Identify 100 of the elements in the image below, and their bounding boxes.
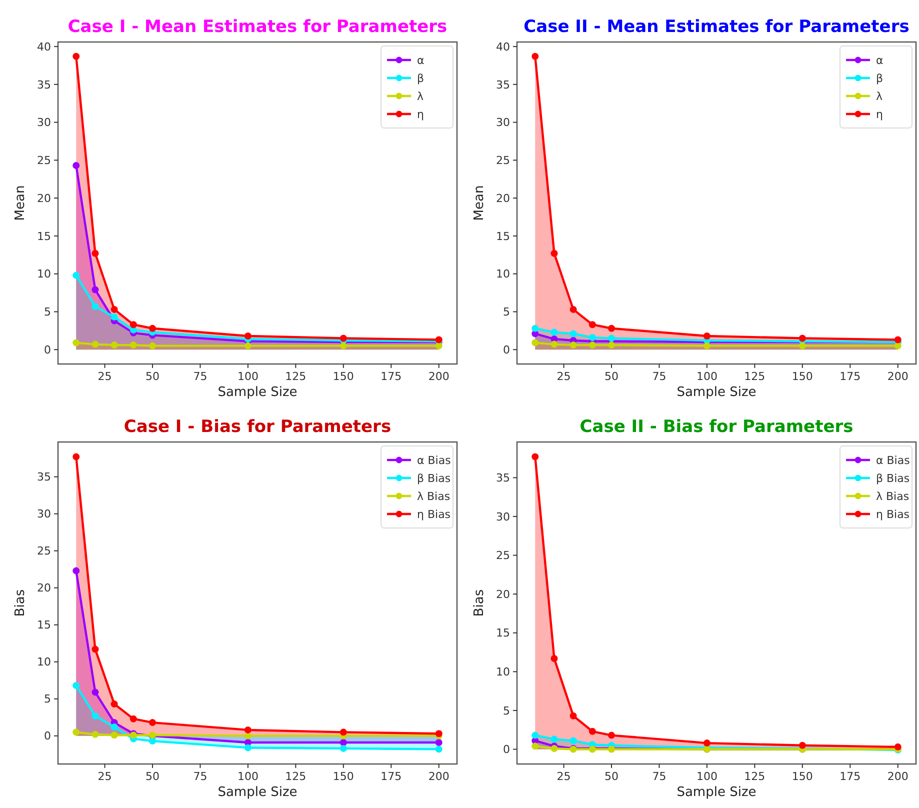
y-tick-label: 35 xyxy=(496,78,510,92)
point xyxy=(72,52,80,60)
x-tick-label: 150 xyxy=(792,770,813,783)
y-tick-label: 10 xyxy=(37,268,51,281)
point xyxy=(570,342,577,349)
y-tick-label: 10 xyxy=(496,268,510,281)
x-tick-label: 175 xyxy=(380,370,402,383)
legend-label: η Bias xyxy=(417,508,451,521)
point xyxy=(110,723,118,730)
y-tick-label: 30 xyxy=(496,116,510,130)
x-tick-label: 200 xyxy=(887,370,908,383)
point xyxy=(244,732,252,740)
point xyxy=(72,567,80,574)
point xyxy=(532,742,539,750)
point xyxy=(340,342,347,350)
point xyxy=(703,342,710,350)
y-tick-label: 30 xyxy=(496,510,510,524)
chart-title: Case I - Mean Estimates for Parameters xyxy=(68,17,448,37)
y-axis-title: Mean xyxy=(472,185,487,221)
y-tick-label: 10 xyxy=(496,666,510,679)
point xyxy=(570,712,577,720)
y-tick-label: 20 xyxy=(496,588,510,601)
point xyxy=(340,739,347,746)
y-tick-label: 5 xyxy=(44,692,51,706)
y-axis-title: Bias xyxy=(13,589,28,617)
x-tick-label: 25 xyxy=(98,770,112,783)
legend-label: λ Bias xyxy=(417,490,450,503)
x-tick-label: 75 xyxy=(193,770,208,783)
point xyxy=(72,339,80,346)
point xyxy=(570,737,577,744)
x-tick-label: 25 xyxy=(556,370,571,383)
chart-title: Case II - Bias for Parameters xyxy=(580,417,854,437)
y-tick-label: 5 xyxy=(503,704,510,718)
point xyxy=(244,726,252,734)
x-tick-label: 100 xyxy=(237,370,258,383)
legend-label: β xyxy=(417,72,424,85)
y-tick-label: 15 xyxy=(37,618,51,632)
point xyxy=(435,342,442,350)
x-tick-label: 100 xyxy=(237,770,258,783)
point xyxy=(340,744,347,752)
legend-label: β Bias xyxy=(876,472,910,485)
chart-title: Case II - Mean Estimates for Parameters xyxy=(524,17,910,37)
legend-label: λ xyxy=(876,90,883,103)
x-tick-label: 150 xyxy=(332,370,354,383)
x-axis-title: Sample Size xyxy=(218,385,298,400)
x-tick-label: 175 xyxy=(840,770,861,783)
point xyxy=(244,744,252,752)
x-tick-label: 50 xyxy=(604,370,618,383)
x-tick-label: 50 xyxy=(604,770,618,783)
x-tick-label: 150 xyxy=(792,370,813,383)
y-tick-label: 20 xyxy=(37,192,51,205)
point xyxy=(149,738,156,745)
x-tick-label: 75 xyxy=(652,770,666,783)
x-tick-label: 50 xyxy=(146,770,160,783)
y-tick-label: 0 xyxy=(44,730,51,743)
legend-label: η xyxy=(876,108,883,121)
x-tick-label: 200 xyxy=(887,770,908,783)
y-tick-label: 10 xyxy=(37,656,51,669)
y-tick-label: 35 xyxy=(496,472,510,485)
point xyxy=(110,342,118,349)
x-tick-label: 125 xyxy=(285,770,306,783)
y-tick-label: 30 xyxy=(37,508,51,521)
y-axis-title: Mean xyxy=(13,185,28,221)
point xyxy=(550,736,558,743)
point xyxy=(130,342,137,349)
point xyxy=(72,453,80,460)
legend-label: α xyxy=(876,54,884,67)
x-axis-title: Sample Size xyxy=(676,385,756,400)
point xyxy=(703,332,710,340)
point xyxy=(92,646,99,653)
point xyxy=(149,324,156,332)
point xyxy=(110,700,118,708)
point xyxy=(532,339,539,346)
point xyxy=(798,342,806,350)
point xyxy=(110,314,118,321)
point xyxy=(550,250,558,257)
point xyxy=(340,334,347,342)
point xyxy=(894,743,902,750)
chart-title: Case I - Bias for Parameters xyxy=(124,417,392,437)
point xyxy=(798,334,806,342)
point xyxy=(435,739,442,746)
y-tick-label: 25 xyxy=(37,544,51,558)
y-tick-label: 25 xyxy=(37,154,51,168)
y-tick-label: 0 xyxy=(503,343,510,356)
legend-label: η xyxy=(417,108,424,121)
x-axis-title: Sample Size xyxy=(218,785,298,800)
legend-label: λ xyxy=(417,90,424,103)
y-axis-title: Bias xyxy=(472,589,487,617)
x-tick-label: 125 xyxy=(744,770,766,783)
x-tick-label: 175 xyxy=(840,370,861,383)
y-tick-label: 25 xyxy=(496,549,510,562)
point xyxy=(570,306,577,313)
y-tick-label: 30 xyxy=(37,116,51,130)
y-tick-label: 5 xyxy=(503,306,510,319)
point xyxy=(340,728,347,736)
x-tick-label: 50 xyxy=(146,370,160,383)
point xyxy=(92,712,99,720)
x-tick-label: 75 xyxy=(652,370,666,383)
x-tick-label: 25 xyxy=(556,770,571,783)
y-tick-label: 35 xyxy=(37,78,51,92)
